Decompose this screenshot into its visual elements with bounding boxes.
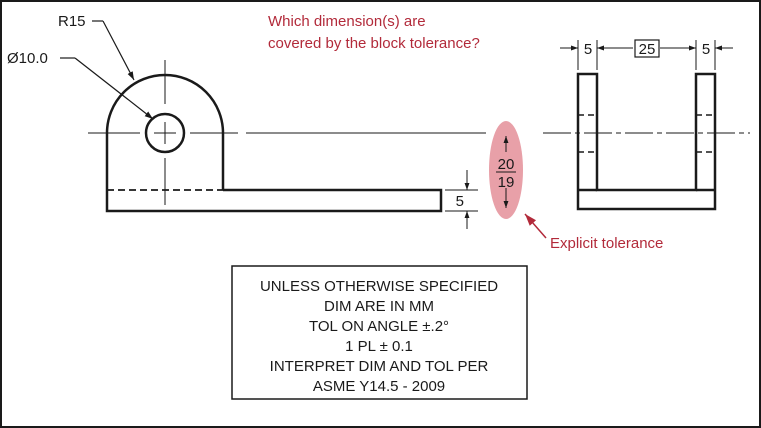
- tolerance-line-5: INTERPRET DIM AND TOL PER: [270, 358, 489, 375]
- question-line-2: covered by the block tolerance?: [268, 35, 480, 52]
- diameter-label: Ø10.0: [7, 50, 48, 67]
- tolerance-block: UNLESS OTHERWISE SPECIFIED DIM ARE IN MM…: [231, 265, 528, 400]
- question-line-1: Which dimension(s) are: [268, 13, 426, 30]
- explicit-tolerance-label: Explicit tolerance: [550, 235, 663, 252]
- thickness-value: 5: [456, 193, 464, 210]
- tolerance-line-1: UNLESS OTHERWISE SPECIFIED: [260, 278, 498, 295]
- explicit-tolerance-highlight: [489, 121, 523, 219]
- radius-callout: R15: [58, 13, 135, 81]
- tolerance-block-border: [231, 265, 528, 400]
- height-limit-dimension: 20 19: [496, 136, 516, 208]
- radius-label: R15: [58, 13, 86, 30]
- lower-limit-value: 19: [498, 174, 515, 191]
- tolerance-line-3: TOL ON ANGLE ±.2°: [309, 318, 449, 335]
- basic-dimension-box: [634, 39, 660, 58]
- tolerance-line-4: 1 PL ± 0.1: [345, 338, 413, 355]
- side-view-outline: [576, 72, 717, 211]
- base-plate-outline: [105, 188, 443, 213]
- callout-arrow: [524, 213, 547, 239]
- upper-limit-value: 20: [498, 156, 515, 173]
- hole-circle: [144, 112, 186, 154]
- side-right-dim: 5: [702, 41, 710, 58]
- tolerance-line-6: ASME Y14.5 - 2009: [313, 378, 445, 395]
- explicit-tolerance-callout: Explicit tolerance: [524, 213, 663, 252]
- side-left-dim: 5: [584, 41, 592, 58]
- side-center-dim: 25: [639, 41, 656, 58]
- thickness-dimension: 5: [445, 170, 478, 229]
- front-view: [88, 60, 443, 213]
- side-view: 5 25 5: [543, 39, 750, 211]
- tolerance-line-2: DIM ARE IN MM: [324, 298, 434, 315]
- diameter-callout: Ø10.0: [7, 50, 154, 120]
